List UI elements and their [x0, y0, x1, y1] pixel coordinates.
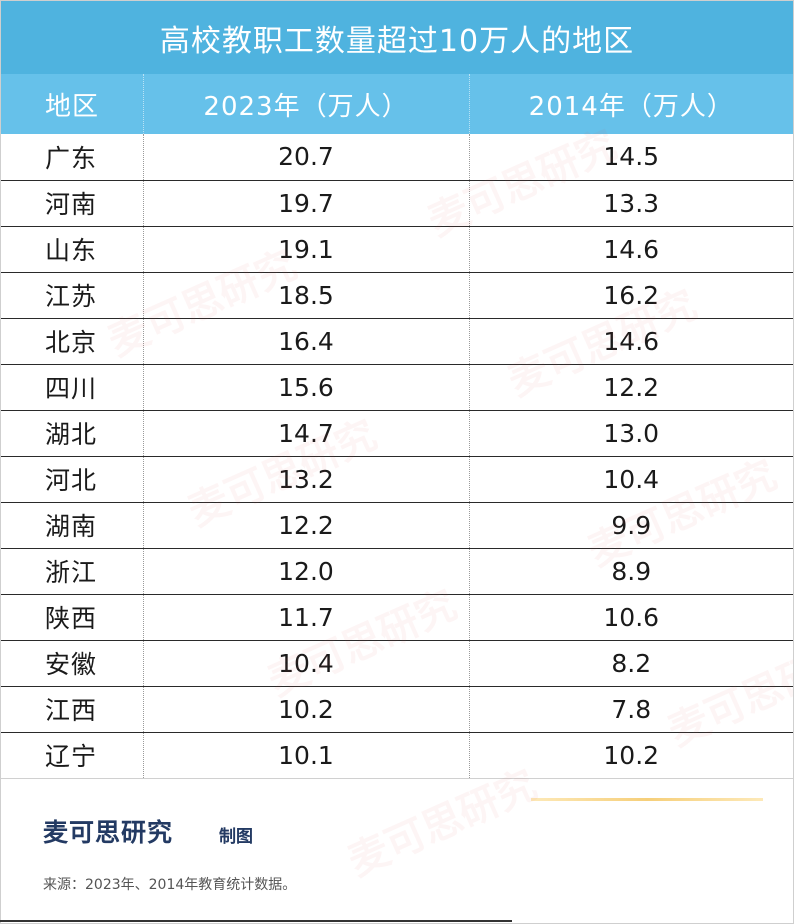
table-row: 广东 20.7 14.5	[1, 134, 793, 181]
table-row: 河南 19.7 13.3	[1, 180, 793, 227]
value-2023-cell: 16.4	[143, 318, 470, 365]
value-2023-cell: 19.1	[143, 226, 470, 273]
region-cell: 湖南	[1, 502, 144, 549]
region-cell: 安徽	[1, 640, 144, 687]
value-2014-cell: 10.4	[469, 456, 793, 503]
value-2023-cell: 10.4	[143, 640, 470, 687]
header-2023: 2023年（万人）	[143, 74, 470, 134]
region-cell: 山东	[1, 226, 144, 273]
value-2023-cell: 19.7	[143, 180, 470, 227]
page-title: 高校教职工数量超过10万人的地区	[1, 1, 793, 74]
brand-suffix: 制图	[219, 827, 253, 847]
region-cell: 北京	[1, 318, 144, 365]
value-2023-cell: 10.1	[143, 732, 470, 779]
region-cell: 四川	[1, 364, 144, 411]
source-note: 来源：2023年、2014年教育统计数据。	[43, 877, 297, 893]
value-2014-cell: 9.9	[469, 502, 793, 549]
brand-name: 麦可思研究	[43, 818, 174, 847]
table-row: 陕西 11.7 10.6	[1, 594, 793, 641]
value-2023-cell: 11.7	[143, 594, 470, 641]
header-2014: 2014年（万人）	[469, 74, 793, 134]
value-2023-cell: 12.0	[143, 548, 470, 595]
value-2014-cell: 13.3	[469, 180, 793, 227]
value-2014-cell: 8.9	[469, 548, 793, 595]
footer: 麦可思研究 制图 来源：2023年、2014年教育统计数据。	[1, 779, 793, 923]
region-cell: 浙江	[1, 548, 144, 595]
value-2023-cell: 18.5	[143, 272, 470, 319]
table-row: 江西 10.2 7.8	[1, 686, 793, 733]
table-row: 北京 16.4 14.6	[1, 318, 793, 365]
accent-line	[531, 798, 763, 801]
value-2023-cell: 12.2	[143, 502, 470, 549]
value-2014-cell: 12.2	[469, 364, 793, 411]
value-2014-cell: 14.5	[469, 134, 793, 181]
region-cell: 江苏	[1, 272, 144, 319]
table-row: 江苏 18.5 16.2	[1, 272, 793, 319]
value-2023-cell: 14.7	[143, 410, 470, 457]
value-2014-cell: 16.2	[469, 272, 793, 319]
region-cell: 湖北	[1, 410, 144, 457]
value-2014-cell: 14.6	[469, 226, 793, 273]
value-2023-cell: 15.6	[143, 364, 470, 411]
region-cell: 江西	[1, 686, 144, 733]
region-cell: 河北	[1, 456, 144, 503]
table-row: 湖北 14.7 13.0	[1, 410, 793, 457]
region-cell: 广东	[1, 134, 144, 181]
table-row: 河北 13.2 10.4	[1, 456, 793, 503]
value-2014-cell: 8.2	[469, 640, 793, 687]
table-row: 湖南 12.2 9.9	[1, 502, 793, 549]
value-2014-cell: 10.2	[469, 732, 793, 779]
table-row: 浙江 12.0 8.9	[1, 548, 793, 595]
region-cell: 河南	[1, 180, 144, 227]
table-row: 四川 15.6 12.2	[1, 364, 793, 411]
table-header-row: 地区 2023年（万人） 2014年（万人）	[1, 74, 793, 134]
value-2014-cell: 13.0	[469, 410, 793, 457]
table-row: 安徽 10.4 8.2	[1, 640, 793, 687]
header-region: 地区	[1, 74, 144, 134]
table-row: 山东 19.1 14.6	[1, 226, 793, 273]
table-row: 辽宁 10.1 10.2	[1, 732, 793, 779]
value-2023-cell: 13.2	[143, 456, 470, 503]
value-2014-cell: 10.6	[469, 594, 793, 641]
value-2023-cell: 10.2	[143, 686, 470, 733]
value-2023-cell: 20.7	[143, 134, 470, 181]
region-cell: 辽宁	[1, 732, 144, 779]
data-table: 地区 2023年（万人） 2014年（万人） 广东 20.7 14.5 河南 19.7 1…	[1, 74, 793, 779]
value-2014-cell: 7.8	[469, 686, 793, 733]
region-cell: 陕西	[1, 594, 144, 641]
value-2014-cell: 14.6	[469, 318, 793, 365]
bottom-rule	[0, 920, 512, 922]
